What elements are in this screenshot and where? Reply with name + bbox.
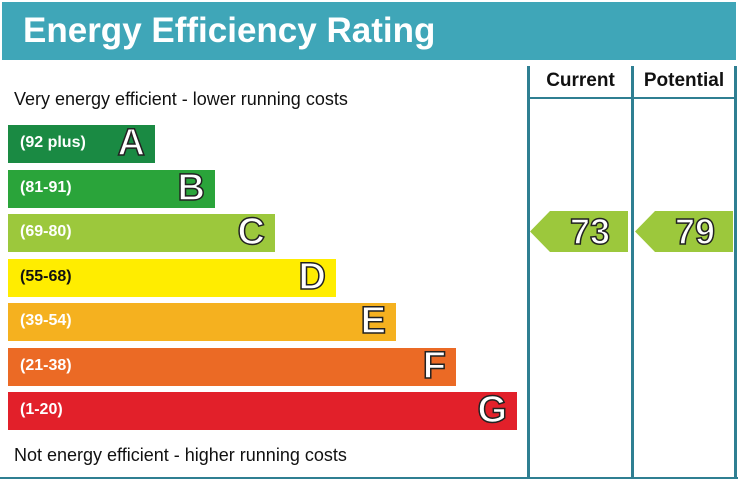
divider xyxy=(527,97,737,99)
potential-rating-value: 79 xyxy=(674,210,716,253)
current-rating-arrow: 73 xyxy=(530,210,628,253)
divider xyxy=(631,66,634,479)
rating-bar-b: (81-91) B xyxy=(8,166,215,210)
rating-bar-e: (39-54) E xyxy=(8,299,396,343)
band-range: (81-91) xyxy=(20,179,72,196)
potential-rating-arrow: 79 xyxy=(635,210,733,253)
rating-bar-g: (1-20) G xyxy=(8,388,517,432)
column-header-current: Current xyxy=(546,70,615,91)
band-range: (39-54) xyxy=(20,312,72,329)
band-letter: B xyxy=(177,166,206,210)
top-note: Very energy efficient - lower running co… xyxy=(14,89,348,109)
divider xyxy=(527,66,530,479)
divider xyxy=(0,477,738,479)
band-letter: G xyxy=(477,388,508,432)
header-bar: Energy Efficiency Rating xyxy=(2,2,736,60)
band-letter: A xyxy=(117,121,146,165)
band-letter: F xyxy=(422,344,447,388)
chart-title: Energy Efficiency Rating xyxy=(23,11,436,50)
band-range: (21-38) xyxy=(20,357,72,374)
rating-bar-f: (21-38) F xyxy=(8,344,456,388)
column-header-potential: Potential xyxy=(643,70,725,91)
band-letter: C xyxy=(237,210,266,254)
band-range: (92 plus) xyxy=(20,134,86,151)
band-range: (1-20) xyxy=(20,401,63,418)
rating-bar-c: (69-80) C xyxy=(8,210,275,254)
band-range: (55-68) xyxy=(20,268,72,285)
bottom-note: Not energy efficient - higher running co… xyxy=(14,445,347,465)
current-rating-value: 73 xyxy=(569,210,611,253)
band-range: (69-80) xyxy=(20,223,72,240)
divider xyxy=(734,66,737,479)
band-letter: E xyxy=(360,299,387,343)
rating-bar-d: (55-68) D xyxy=(8,255,336,299)
band-letter: D xyxy=(298,255,327,299)
rating-bar-a: (92 plus) A xyxy=(8,121,155,165)
